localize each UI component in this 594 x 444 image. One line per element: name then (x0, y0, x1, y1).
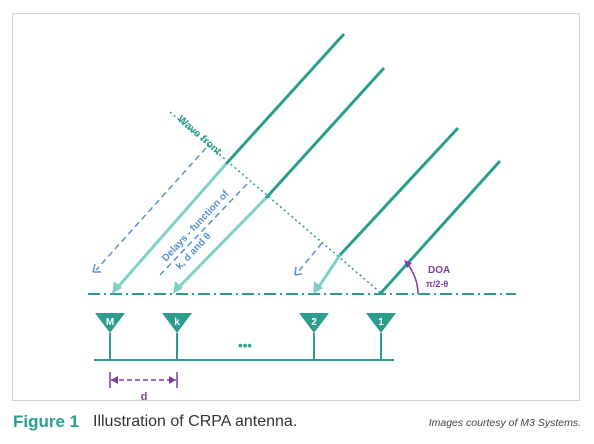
antenna-M: M (95, 313, 125, 360)
figure-text: Illustration of CRPA antenna. (93, 413, 298, 430)
delay-arrowhead-2 (313, 281, 323, 294)
antenna-label-k: k (174, 317, 180, 328)
doa-arc-arrowhead (404, 260, 412, 268)
figure-frame (12, 13, 580, 401)
doa-label: DOA (428, 265, 450, 276)
delay-arrowhead-k (173, 281, 183, 294)
crpa-diagram: M k 2 1 ••• d Wave front Delays - functi… (88, 32, 516, 403)
delay-arrowhead-M (112, 281, 122, 294)
doa-angle-arc (406, 262, 419, 295)
antenna-2: 2 (299, 313, 329, 360)
delay-ray-M (115, 163, 228, 289)
spacing-label: d (141, 391, 148, 403)
antenna-label-1: 1 (378, 317, 384, 328)
figure-number: Figure 1 (13, 412, 80, 431)
delay-dim-k (159, 183, 248, 276)
image-credit: Images courtesy of M3 Systems. (428, 417, 581, 429)
delay-dim-arrow-2 (294, 266, 303, 276)
delay-ray-k (176, 196, 268, 290)
delay-dim-M (95, 147, 207, 271)
ray-k (264, 66, 386, 200)
ray-M (224, 32, 346, 166)
wave-front-label: Wave front (175, 113, 224, 158)
spacing-arrow-right (169, 376, 176, 384)
wave-front-line (169, 111, 383, 295)
antenna-1: 1 (366, 313, 396, 360)
ray-1 (378, 159, 502, 296)
figure-caption: Figure 1 Illustration of CRPA antenna. I… (13, 412, 585, 436)
doa-angle-label: π/2-θ (426, 279, 448, 289)
antenna-label-M: M (106, 317, 114, 328)
spacing-arrow-left (111, 376, 118, 384)
antenna-label-2: 2 (311, 317, 317, 328)
ray-2 (338, 126, 460, 257)
antenna-ellipsis: ••• (238, 338, 252, 353)
delay-ray-2 (316, 254, 342, 289)
antenna-k: k (162, 313, 192, 360)
delay-dim-arrow-M (92, 263, 101, 273)
delay-dim-2 (297, 242, 323, 273)
